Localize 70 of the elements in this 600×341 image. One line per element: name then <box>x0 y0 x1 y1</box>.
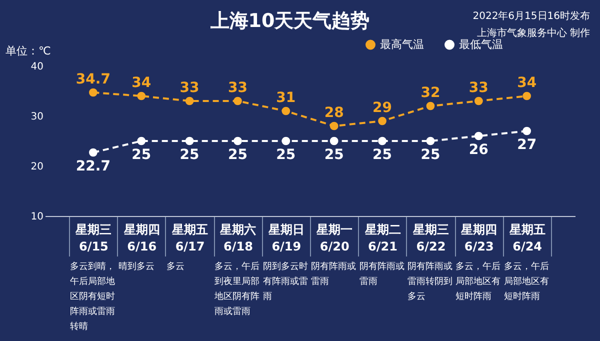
point <box>282 106 290 116</box>
x-tick-label: 星期日 6/19 <box>267 222 304 254</box>
point <box>330 136 338 146</box>
point <box>378 136 386 146</box>
legend-label: 最低气温 <box>459 38 503 51</box>
data-label: 33 <box>468 80 488 96</box>
point <box>185 96 194 106</box>
data-label: 34.7 <box>76 72 110 88</box>
point <box>522 92 531 100</box>
data-label: 25 <box>324 147 344 163</box>
x-tick-label: 星期二 6/21 <box>364 222 401 254</box>
x-tick-label: 星期五 6/17 <box>171 222 208 254</box>
point <box>474 96 483 106</box>
point <box>234 136 242 146</box>
x-tick-label: 星期一 6/20 <box>316 222 353 254</box>
data-label: 33 <box>228 80 248 96</box>
x-tick-label: 星期三 6/22 <box>412 222 449 254</box>
point <box>522 126 531 136</box>
point <box>426 102 435 110</box>
text: 多云，午后局部地区有短时阵雨 <box>504 261 549 302</box>
y-tick-label: 30 <box>30 112 44 122</box>
point <box>234 96 242 106</box>
legend-label: 最高气温 <box>380 38 424 51</box>
data-label: 27 <box>517 137 537 153</box>
x-tick-label: 星期五 6/24 <box>508 222 546 254</box>
text: 阴到多云时有阵雨或雷雨 <box>262 261 308 302</box>
data-label: 22.7 <box>76 158 110 174</box>
y-tick-label: 20 <box>30 162 44 172</box>
data-label: 25 <box>180 147 200 163</box>
point <box>89 88 98 97</box>
point <box>137 92 146 100</box>
text: 多云，午后局部地区有短时阵雨 <box>456 261 501 302</box>
data-label: 34 <box>517 75 537 91</box>
text: 阴有阵雨或雷雨 <box>311 261 356 287</box>
data-label: 31 <box>276 90 296 106</box>
x-tick-label: 星期六 6/18 <box>219 222 256 254</box>
data-label: 25 <box>420 147 440 163</box>
point <box>137 136 146 146</box>
text: 阴有阵雨或雷雨转阴到多云 <box>407 261 452 302</box>
point <box>185 136 194 146</box>
x-tick-label: 星期四 6/23 <box>460 222 498 254</box>
text: 晴到多云 <box>118 261 154 272</box>
data-label: 25 <box>132 147 152 163</box>
point <box>378 116 386 126</box>
point <box>282 136 290 146</box>
data-label: 32 <box>420 85 440 101</box>
x-tick-label: 星期三 6/15 <box>74 222 112 254</box>
data-label: 25 <box>372 147 392 163</box>
y-tick-label: 40 <box>30 62 44 72</box>
point <box>330 122 338 130</box>
text: 多云，午后到夜里局部地区阴有阵雨或雷雨 <box>214 261 260 317</box>
text: 上海市气象服务中心 制作 <box>476 27 590 39</box>
point <box>474 132 483 140</box>
data-label: 25 <box>276 147 296 163</box>
data-label: 28 <box>324 105 344 121</box>
y-axis-title: 单位：℃ <box>6 44 51 58</box>
x-tick-label: 星期四 6/16 <box>122 222 160 254</box>
text: 阴有阵雨或雷雨 <box>359 261 404 287</box>
data-label: 33 <box>180 80 200 96</box>
text: 多云 <box>166 261 185 272</box>
point <box>426 136 435 146</box>
data-label: 34 <box>132 75 152 91</box>
chart-title: 上海10天天气趋势 <box>209 10 370 32</box>
y-tick-label: 10 <box>30 212 44 222</box>
point <box>89 148 98 157</box>
data-label: 29 <box>372 100 392 116</box>
text: 2022年6月15日16时发布 <box>472 10 590 22</box>
data-label: 26 <box>468 142 488 158</box>
text: 多云到晴，午后局部地区阴有短时阵雨或雷雨转晴 <box>70 261 116 332</box>
data-label: 25 <box>228 147 248 163</box>
